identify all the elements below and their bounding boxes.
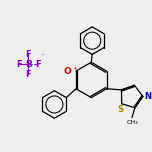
- Text: F: F: [26, 69, 31, 79]
- Text: CH₃: CH₃: [126, 121, 138, 126]
- Text: F: F: [35, 60, 41, 69]
- Text: O: O: [63, 67, 71, 76]
- Text: F: F: [16, 60, 21, 69]
- Text: N: N: [144, 92, 151, 101]
- Text: F: F: [26, 50, 31, 59]
- Text: B: B: [25, 60, 32, 69]
- Text: S: S: [118, 105, 124, 114]
- Text: ⁻: ⁻: [40, 53, 44, 59]
- Text: +: +: [73, 66, 77, 71]
